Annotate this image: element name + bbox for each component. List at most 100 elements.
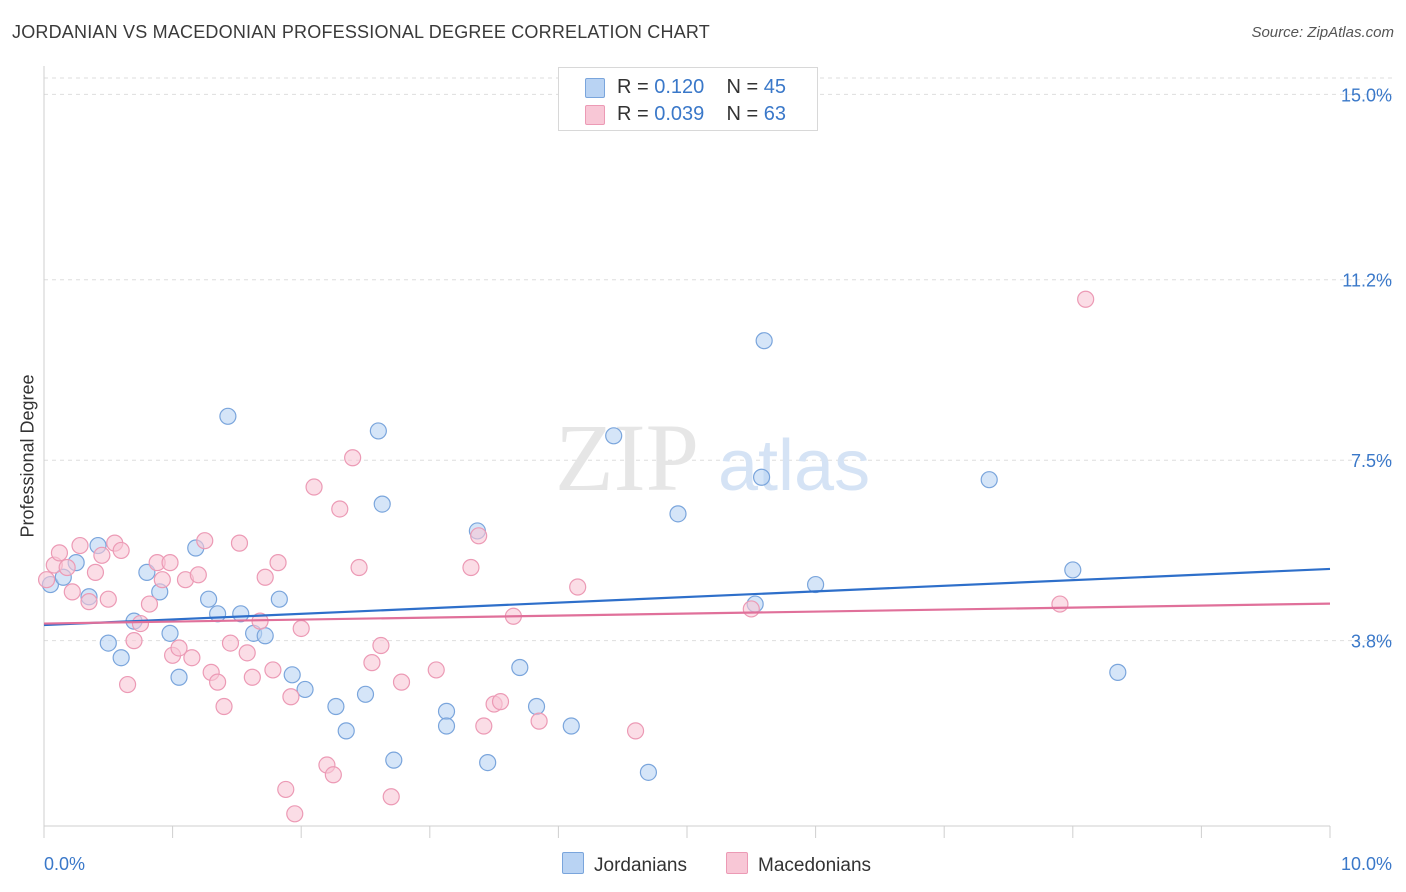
jordanian-point bbox=[1109, 663, 1127, 681]
jordanian-point bbox=[256, 627, 274, 645]
x-tick-label: 0.0% bbox=[44, 854, 85, 874]
axes bbox=[43, 66, 1331, 838]
macedonian-point bbox=[58, 558, 76, 577]
jordanian-point bbox=[385, 751, 403, 769]
jordanian-point bbox=[327, 697, 345, 716]
data-points bbox=[37, 290, 1127, 823]
macedonian-point bbox=[161, 554, 179, 572]
jordanian-point bbox=[232, 605, 250, 623]
macedonian-point bbox=[131, 614, 150, 633]
jordanian-point bbox=[170, 668, 188, 686]
macedonian-point bbox=[256, 568, 274, 586]
macedonian-point bbox=[153, 571, 171, 589]
jordanian-point bbox=[161, 624, 179, 642]
macedonian-point bbox=[363, 654, 381, 672]
macedonian-point bbox=[215, 697, 233, 716]
macedonian-point bbox=[372, 636, 390, 655]
macedonian-point bbox=[125, 632, 143, 650]
legend-r-label: R = bbox=[617, 76, 649, 98]
watermark-atlas: atlas bbox=[718, 426, 870, 506]
chart-title: JORDANIAN VS MACEDONIAN PROFESSIONAL DEG… bbox=[12, 22, 710, 42]
x-tick-label: 10.0% bbox=[1341, 854, 1392, 874]
macedonian-point bbox=[80, 593, 98, 611]
macedonian-point bbox=[230, 534, 249, 552]
y-axis-label: Professional Degree bbox=[17, 374, 38, 538]
macedonian-point bbox=[286, 805, 304, 823]
jordanian-point bbox=[369, 422, 387, 440]
jordanian-point bbox=[437, 717, 456, 735]
macedonian-point bbox=[93, 546, 111, 564]
jordanian-point bbox=[200, 590, 218, 608]
macedonian-point bbox=[71, 536, 89, 555]
legend-n-value: 45 bbox=[763, 76, 787, 98]
macedonian-point bbox=[470, 527, 488, 545]
jordanian-point bbox=[562, 717, 580, 735]
bottom-legend-swatch-macedonians bbox=[726, 852, 748, 874]
macedonian-point bbox=[462, 558, 480, 577]
macedonian-point bbox=[282, 688, 300, 706]
jordanian-point bbox=[806, 575, 825, 594]
legend-r-value: 0.039 bbox=[654, 103, 705, 125]
macedonian-point bbox=[264, 661, 282, 679]
jordanian-trend-line bbox=[43, 567, 1331, 627]
macedonian-point bbox=[344, 449, 362, 467]
macedonian-point bbox=[37, 571, 56, 589]
macedonian-point bbox=[1051, 595, 1069, 613]
macedonian-point bbox=[86, 563, 105, 581]
jordanian-point bbox=[605, 427, 623, 445]
macedonian-point bbox=[305, 478, 323, 496]
jordanian-point bbox=[337, 722, 355, 740]
macedonian-point bbox=[742, 600, 760, 618]
macedonian-point bbox=[392, 673, 411, 691]
y-tick-label: 15.0% bbox=[1341, 85, 1392, 105]
macedonian-point bbox=[626, 722, 645, 740]
jordanian-point bbox=[752, 468, 771, 486]
jordanian-point bbox=[219, 407, 237, 425]
bottom-legend-label: Macedonians bbox=[758, 855, 872, 876]
macedonian-point bbox=[331, 500, 349, 518]
jordanian-point bbox=[1064, 561, 1082, 579]
macedonian-point bbox=[238, 644, 256, 662]
jordanian-point bbox=[283, 666, 301, 684]
macedonian-point bbox=[277, 780, 295, 799]
jordanian-point bbox=[99, 634, 117, 652]
tick-labels: 3.8% 7.5% 11.2% 15.0% 0.0% 10.0% bbox=[44, 85, 1392, 874]
macedonian-point bbox=[99, 590, 117, 608]
bottom-legend-jordanians: Jordanians bbox=[562, 852, 687, 877]
macedonian-point bbox=[183, 649, 201, 667]
jordanian-point bbox=[511, 658, 529, 677]
macedonian-trend-line bbox=[43, 602, 1331, 625]
watermark: ZIP atlas bbox=[555, 404, 870, 511]
jordanian-point bbox=[296, 680, 314, 699]
legend-n-value: 63 bbox=[763, 103, 787, 125]
macedonian-point bbox=[350, 558, 368, 577]
jordanian-point bbox=[479, 753, 497, 772]
macedonian-point bbox=[189, 566, 207, 584]
macedonian-point bbox=[112, 541, 130, 560]
legend-r-value: 0.120 bbox=[654, 76, 705, 98]
jordanian-point bbox=[669, 505, 687, 523]
legend-swatch-jordanians bbox=[585, 78, 605, 98]
jordanian-point bbox=[980, 471, 998, 489]
trend-lines bbox=[43, 567, 1331, 627]
bottom-legend-swatch-jordanians bbox=[562, 852, 584, 874]
macedonian-point bbox=[50, 544, 69, 562]
macedonian-point bbox=[140, 595, 159, 613]
macedonian-point bbox=[118, 675, 137, 694]
jordanian-point bbox=[373, 495, 391, 513]
macedonian-point bbox=[196, 532, 214, 550]
y-tick-label: 7.5% bbox=[1351, 451, 1392, 471]
legend-swatch-macedonians bbox=[585, 105, 605, 125]
watermark-zip: ZIP bbox=[555, 404, 699, 511]
jordanian-point bbox=[270, 590, 288, 608]
macedonian-point bbox=[324, 766, 342, 784]
macedonian-point bbox=[269, 554, 287, 572]
macedonian-point bbox=[1077, 290, 1095, 308]
jordanian-point bbox=[755, 332, 773, 350]
jordanian-point bbox=[437, 702, 456, 720]
y-tick-label: 3.8% bbox=[1351, 632, 1392, 652]
jordanian-point bbox=[527, 697, 546, 716]
correlation-legend: R = 0.120 N = 45 R = 0.039 N = 63 bbox=[558, 67, 818, 131]
macedonian-point bbox=[221, 634, 240, 652]
